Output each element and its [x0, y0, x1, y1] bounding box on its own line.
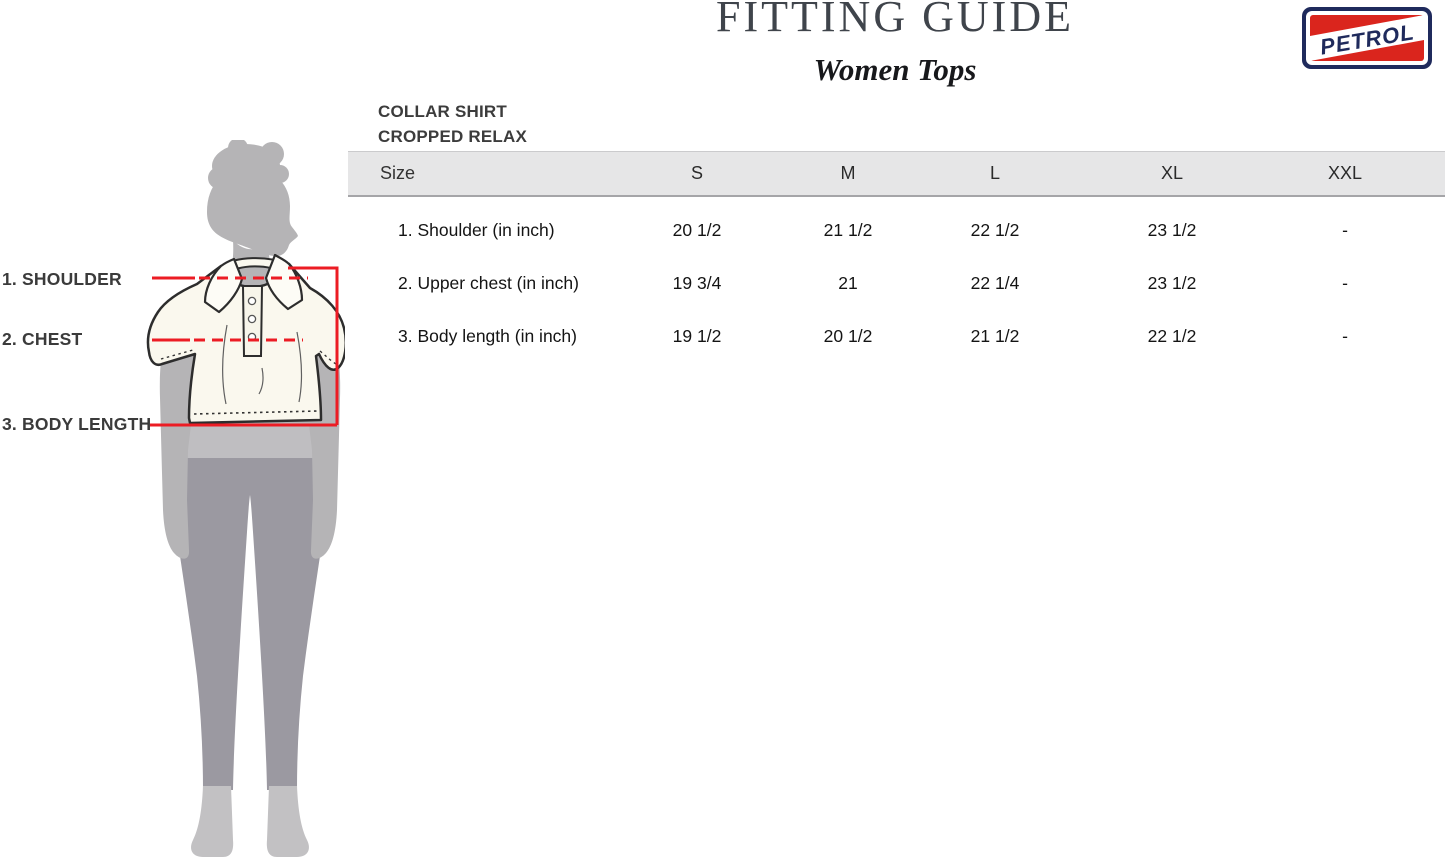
- value-l: 21 1/2: [970, 326, 1020, 346]
- measurement-lines: [150, 266, 339, 427]
- product-line1: COLLAR SHIRT: [378, 102, 507, 121]
- size-table: Size S M L XL XXL 1. Shoulder (in inch) …: [348, 151, 1445, 363]
- body-length-bracket: [288, 266, 339, 425]
- product-line2: CROPPED RELAX: [378, 127, 528, 146]
- value-xl: 23 1/2: [1147, 273, 1197, 293]
- woman-silhouette-hips: [175, 422, 325, 460]
- value-m: 21: [838, 273, 858, 293]
- woman-silhouette-legs: [174, 458, 326, 790]
- page-subtitle: Women Tops: [813, 52, 977, 87]
- value-xl: 22 1/2: [1147, 326, 1197, 346]
- column-header-xxl: XXL: [1327, 163, 1363, 183]
- value-xl: 23 1/2: [1147, 220, 1197, 240]
- value-s: 19 3/4: [672, 273, 722, 293]
- polo-shirt: [146, 253, 345, 425]
- woman-silhouette-feet: [191, 786, 309, 857]
- column-header-size: Size: [380, 163, 416, 183]
- value-xxl: -: [1342, 273, 1348, 293]
- column-header-s: S: [690, 163, 703, 183]
- row-label: 1. Shoulder (in inch): [398, 220, 555, 240]
- collar-left-flap: [203, 257, 244, 314]
- value-m: 20 1/2: [823, 326, 873, 346]
- collar-right-flap: [264, 253, 304, 311]
- measure-label-chest: 2. CHEST: [2, 329, 83, 349]
- size-table-header: Size S M L XL XXL: [348, 151, 1445, 197]
- product-name: COLLAR SHIRT CROPPED RELAX: [378, 99, 527, 149]
- row-label: 3. Body length (in inch): [398, 326, 577, 346]
- column-header-xl: XL: [1160, 163, 1184, 183]
- brand-logo: PETROL: [1302, 7, 1432, 69]
- table-row-body-length: 3. Body length (in inch) 19 1/2 20 1/2 2…: [348, 310, 1445, 363]
- value-xxl: -: [1342, 220, 1348, 240]
- value-xxl: -: [1342, 326, 1348, 346]
- value-s: 20 1/2: [672, 220, 722, 240]
- value-l: 22 1/2: [970, 220, 1020, 240]
- size-table-body: 1. Shoulder (in inch) 20 1/2 21 1/2 22 1…: [348, 204, 1445, 363]
- measure-label-shoulder: 1. SHOULDER: [2, 269, 122, 289]
- table-row-upper-chest: 2. Upper chest (in inch) 19 3/4 21 22 1/…: [348, 257, 1445, 310]
- value-m: 21 1/2: [823, 220, 873, 240]
- header: FITTING GUIDE: [345, 0, 1445, 44]
- value-s: 19 1/2: [672, 326, 722, 346]
- fit-model-illustration: [146, 140, 345, 857]
- value-l: 22 1/4: [970, 273, 1020, 293]
- measure-label-body-length: 3. BODY LENGTH: [2, 414, 152, 434]
- column-header-m: M: [840, 163, 856, 183]
- column-header-l: L: [989, 163, 1000, 183]
- table-row-shoulder: 1. Shoulder (in inch) 20 1/2 21 1/2 22 1…: [348, 204, 1445, 257]
- row-label: 2. Upper chest (in inch): [398, 273, 579, 293]
- subheader: Women Tops: [345, 52, 1445, 88]
- page-title: FITTING GUIDE: [716, 0, 1074, 41]
